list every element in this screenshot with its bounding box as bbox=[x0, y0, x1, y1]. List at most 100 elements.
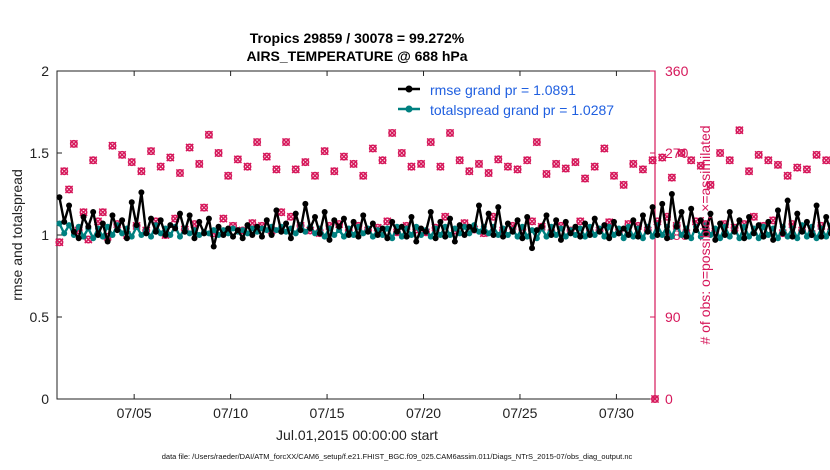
rmse-point bbox=[683, 233, 690, 240]
rmse-point bbox=[726, 209, 733, 216]
rmse-point bbox=[176, 210, 183, 217]
rmse-point bbox=[654, 232, 661, 238]
rmse-point bbox=[143, 230, 150, 237]
obs-point bbox=[503, 162, 513, 171]
rmse-point bbox=[70, 228, 77, 235]
totalspread-point bbox=[398, 233, 405, 240]
obs-point bbox=[445, 128, 455, 138]
legend-item-rmse: rmse grand pr = 1.0891 bbox=[398, 82, 576, 98]
rmse-point bbox=[321, 209, 328, 216]
obs-point bbox=[648, 156, 657, 165]
rmse-point bbox=[403, 233, 410, 240]
rmse-point bbox=[471, 227, 478, 234]
totalspread-point bbox=[803, 233, 810, 240]
rmse-point bbox=[746, 213, 753, 220]
rmse-point bbox=[808, 232, 815, 238]
legend-label-rmse: rmse grand pr = 1.0891 bbox=[430, 82, 576, 98]
y-tick-label-right: 0 bbox=[665, 391, 673, 407]
totalspread-point bbox=[167, 232, 174, 238]
rmse-point bbox=[818, 233, 825, 240]
x-tick-label: 07/10 bbox=[213, 405, 248, 421]
obs-point bbox=[715, 148, 725, 158]
rmse-point bbox=[312, 213, 319, 220]
totalspread-point bbox=[630, 233, 637, 240]
totalspread-point bbox=[495, 232, 502, 238]
obs-point bbox=[580, 174, 590, 183]
rmse-point bbox=[611, 218, 618, 225]
totalspread-point bbox=[186, 230, 193, 237]
rmse-point bbox=[543, 212, 550, 219]
rmse-point bbox=[336, 223, 343, 230]
obs-point bbox=[69, 139, 79, 149]
totalspread-point bbox=[707, 232, 714, 238]
obs-point bbox=[773, 160, 783, 169]
rmse-point bbox=[601, 222, 608, 229]
totalspread-point bbox=[302, 228, 309, 235]
rmse-point bbox=[418, 225, 425, 232]
obs-point bbox=[272, 165, 281, 174]
totalspread-point bbox=[340, 233, 347, 240]
totalspread-point bbox=[109, 232, 116, 238]
totalspread-point bbox=[659, 232, 666, 238]
totalspread-point bbox=[56, 220, 63, 227]
obs-point bbox=[291, 165, 300, 174]
obs-point bbox=[137, 167, 146, 176]
rmse-point bbox=[80, 213, 87, 220]
obs-point bbox=[764, 156, 773, 165]
obs-point bbox=[108, 141, 117, 150]
rmse-point bbox=[292, 210, 299, 217]
totalspread-point bbox=[562, 233, 569, 240]
rmse-point bbox=[442, 233, 449, 240]
totalspread-point bbox=[524, 233, 531, 240]
rmse-point bbox=[577, 233, 584, 240]
x-tick-label: 07/15 bbox=[310, 405, 345, 421]
rmse-point bbox=[606, 235, 613, 242]
y-tick-label-right: 90 bbox=[665, 309, 681, 325]
obs-point bbox=[199, 203, 209, 212]
rmse-point bbox=[721, 232, 728, 238]
obs-point bbox=[233, 155, 242, 164]
obs-point bbox=[677, 148, 686, 158]
rmse-point bbox=[668, 191, 675, 197]
x-tick-label: 07/20 bbox=[406, 405, 441, 421]
obs-point bbox=[368, 144, 378, 153]
rmse-point bbox=[61, 218, 68, 225]
rmse-point bbox=[278, 228, 285, 235]
rmse-point bbox=[374, 232, 381, 238]
totalspread-point bbox=[697, 233, 704, 240]
obs-point bbox=[426, 137, 435, 147]
rmse-point bbox=[485, 210, 492, 217]
totalspread-point bbox=[90, 235, 97, 242]
obs-point bbox=[55, 238, 64, 247]
y-axis-label-left: rmse and totalspread bbox=[9, 169, 25, 301]
rmse-point bbox=[789, 233, 796, 240]
rmse-point bbox=[451, 238, 458, 245]
totalspread-point bbox=[611, 232, 618, 238]
obs-point bbox=[436, 162, 445, 171]
rmse-point bbox=[760, 233, 767, 240]
rmse-point bbox=[384, 235, 391, 242]
rmse-point bbox=[736, 217, 743, 224]
totalspread-point bbox=[176, 233, 183, 240]
totalspread-point bbox=[466, 230, 473, 237]
rmse-point bbox=[625, 232, 632, 238]
totalspread-point bbox=[504, 232, 511, 238]
rmse-point bbox=[750, 230, 757, 237]
obs-point bbox=[822, 156, 830, 165]
rmse-point bbox=[659, 200, 666, 207]
obs-point bbox=[349, 159, 358, 169]
rmse-point bbox=[765, 218, 772, 225]
rmse-point bbox=[813, 202, 820, 209]
obs-point bbox=[243, 162, 252, 171]
obs-point bbox=[542, 169, 551, 179]
rmse-point bbox=[649, 204, 656, 211]
rmse-point bbox=[369, 220, 376, 227]
rmse-point bbox=[422, 228, 429, 235]
obs-point bbox=[754, 150, 763, 159]
obs-point bbox=[658, 153, 667, 162]
rmse-point bbox=[620, 225, 627, 232]
rmse-point bbox=[688, 205, 695, 212]
rmse-point bbox=[586, 232, 593, 238]
rmse-point bbox=[500, 233, 507, 240]
